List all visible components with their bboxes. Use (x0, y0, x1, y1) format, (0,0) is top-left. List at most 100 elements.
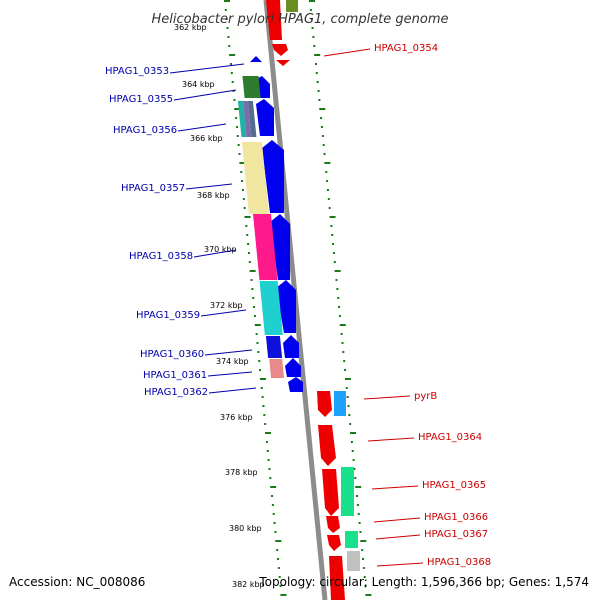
gene-arrow-top-a[interactable] (266, 0, 282, 40)
track-tick (270, 486, 277, 488)
track-tick (360, 540, 367, 542)
gene-arrow-0360[interactable] (283, 335, 299, 358)
track-tick (242, 198, 245, 200)
category-block-0355 (242, 76, 261, 98)
track-tick (257, 351, 260, 353)
track-tick (358, 522, 361, 524)
gene-arrow-0353[interactable] (250, 56, 262, 62)
track-tick (319, 108, 326, 110)
track-tick (253, 315, 256, 317)
track-tick (362, 567, 365, 569)
gene-label[interactable]: HPAG1_0353 (105, 66, 169, 77)
track-tick (224, 9, 227, 11)
track-tick (342, 351, 345, 353)
track-tick (336, 288, 339, 290)
track-tick (271, 495, 274, 497)
leader-line (367, 437, 415, 442)
gene-label[interactable]: HPAG1_0361 (143, 370, 207, 381)
gene-arrow-top-b[interactable] (272, 44, 288, 56)
leader-line (185, 183, 233, 190)
gene-arrow-0365[interactable] (322, 469, 339, 516)
track-tick (317, 90, 320, 92)
track-tick (248, 261, 251, 263)
kbp-label: 372 kbp (210, 301, 243, 310)
gene-label[interactable]: HPAG1_0357 (121, 183, 185, 194)
track-tick (268, 468, 271, 470)
track-tick (258, 360, 261, 362)
leader-line (204, 349, 253, 356)
gene-arrow-0359[interactable] (276, 280, 296, 333)
track-tick (354, 477, 357, 479)
gene-arrow-0357[interactable] (262, 140, 284, 213)
gene-arrow-0362[interactable] (288, 377, 303, 392)
track-tick (256, 342, 259, 344)
track-tick (280, 594, 287, 596)
gene-label[interactable]: HPAG1_0366 (424, 512, 488, 523)
gene-label[interactable]: HPAG1_0355 (109, 94, 173, 105)
gene-arrow-0368[interactable] (329, 556, 345, 600)
track-tick (323, 153, 326, 155)
gene-arrow-0364[interactable] (318, 425, 336, 466)
track-tick (239, 162, 246, 164)
track-tick (309, 9, 312, 11)
leader-line (323, 48, 371, 57)
left-category-track (237, 76, 285, 378)
leader-line (375, 534, 421, 540)
track-tick (332, 252, 335, 254)
track-tick (337, 297, 340, 299)
track-tick (334, 270, 341, 272)
category-block-0360 (265, 336, 283, 358)
gene-label[interactable]: HPAG1_0360 (140, 349, 204, 360)
kbp-label: 378 kbp (225, 468, 258, 477)
track-tick (235, 117, 238, 119)
track-tick (362, 558, 365, 560)
gene-label[interactable]: HPAG1_0365 (422, 480, 486, 491)
track-tick (265, 441, 268, 443)
gene-arrow-0361[interactable] (285, 358, 301, 377)
track-tick (255, 333, 258, 335)
track-tick (320, 117, 323, 119)
kbp-label: 370 kbp (204, 245, 237, 254)
track-tick (251, 288, 254, 290)
gene-label[interactable]: HPAG1_0354 (374, 43, 438, 54)
track-tick (344, 369, 347, 371)
track-tick (328, 207, 331, 209)
track-tick (316, 81, 319, 83)
leader-line (173, 89, 237, 101)
gene-label[interactable]: HPAG1_0358 (129, 251, 193, 262)
track-tick (231, 81, 234, 83)
track-tick (335, 279, 338, 281)
gene-arrow-0356[interactable] (256, 99, 274, 136)
gene-label[interactable]: HPAG1_0362 (144, 387, 208, 398)
track-tick (237, 144, 240, 146)
right-category-track (286, 0, 360, 571)
track-tick (260, 387, 263, 389)
track-tick (241, 180, 244, 182)
gene-arrow-0354[interactable] (276, 60, 290, 66)
track-tick (236, 135, 239, 137)
category-block-0365 (341, 467, 354, 516)
category-block-0359 (259, 281, 283, 335)
track-tick (226, 27, 229, 29)
track-tick (263, 414, 266, 416)
gene-label[interactable]: pyrB (414, 391, 437, 402)
track-tick (229, 63, 232, 65)
gene-label[interactable]: HPAG1_0367 (424, 529, 488, 540)
leader-line (200, 309, 247, 317)
gene-label[interactable]: HPAG1_0359 (136, 310, 200, 321)
track-tick (332, 243, 335, 245)
gene-arrow-pyrb[interactable] (317, 391, 332, 417)
gene-arrow-0366[interactable] (326, 516, 340, 533)
kbp-label: 374 kbp (216, 357, 249, 366)
topology-text: Topology: circular; Length: 1,596,366 bp… (258, 575, 589, 589)
gene-arrow-0367[interactable] (327, 535, 341, 551)
kbp-label: 364 kbp (182, 80, 215, 89)
track-tick (252, 297, 255, 299)
track-tick (225, 18, 228, 20)
track-tick (230, 72, 233, 74)
track-tick (227, 36, 230, 38)
gene-arrow-0358[interactable] (270, 214, 290, 280)
gene-label[interactable]: HPAG1_0364 (418, 432, 482, 443)
gene-label[interactable]: HPAG1_0356 (113, 125, 177, 136)
gene-label[interactable]: HPAG1_0368 (427, 557, 491, 568)
